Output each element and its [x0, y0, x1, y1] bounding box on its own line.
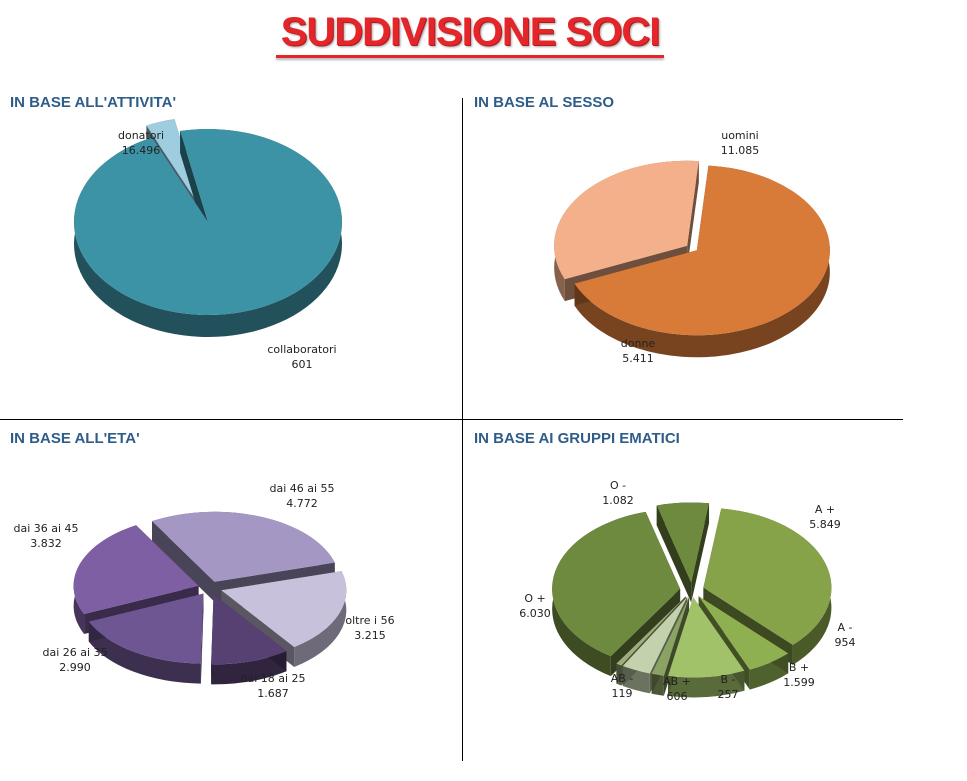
data-label-18-25: dai 18 ai 25 1.687	[240, 672, 306, 700]
vertical-divider	[462, 98, 463, 761]
data-label-oltre-56: oltre i 56 3.215	[345, 614, 395, 642]
pie-slice-3-3	[651, 597, 690, 696]
pie-slice-3-2	[668, 597, 745, 698]
data-label-o-pos: O + 6.030	[519, 592, 551, 620]
pie-slice-3-7	[656, 502, 710, 603]
chart-title-eta: IN BASE ALL'ETA'	[10, 430, 140, 447]
data-label-a-neg: A - 954	[834, 621, 856, 649]
data-label-36-45: dai 36 ai 45 3.832	[13, 522, 79, 550]
horizontal-divider	[0, 419, 903, 420]
title-underline	[276, 55, 664, 58]
data-label-ab-neg: AB - 119	[610, 672, 634, 700]
data-label-uomini: uomini 11.085	[720, 129, 760, 157]
data-label-b-neg: B - 257	[717, 673, 739, 701]
chart-title-gruppi: IN BASE AI GRUPPI EMATICI	[474, 430, 680, 447]
pie-slice-2-3	[88, 593, 204, 684]
data-label-26-35: dai 26 ai 35 2.990	[42, 646, 108, 674]
data-label-collaboratori: collaboratori 601	[267, 343, 337, 371]
pie-slice-1-0	[574, 165, 830, 358]
data-label-donatori: donatori 16.496	[117, 129, 165, 157]
data-label-ab-pos: AB + 606	[663, 675, 691, 703]
data-label-a-pos: A + 5.849	[809, 503, 841, 531]
data-label-b-pos: B + 1.599	[783, 661, 815, 689]
chart-title-sesso: IN BASE AL SESSO	[474, 94, 615, 111]
page-title: SUDDIVISIONE SOCI	[280, 10, 661, 54]
pie-slice-0-0	[74, 128, 343, 337]
data-label-donne: donne 5.411	[620, 337, 656, 365]
data-label-o-neg: O - 1.082	[602, 479, 634, 507]
data-label-46-55: dai 46 ai 55 4.772	[269, 482, 335, 510]
chart-title-attivita: IN BASE ALL'ATTIVITA'	[10, 94, 177, 111]
pie-slice-2-2	[211, 594, 287, 685]
